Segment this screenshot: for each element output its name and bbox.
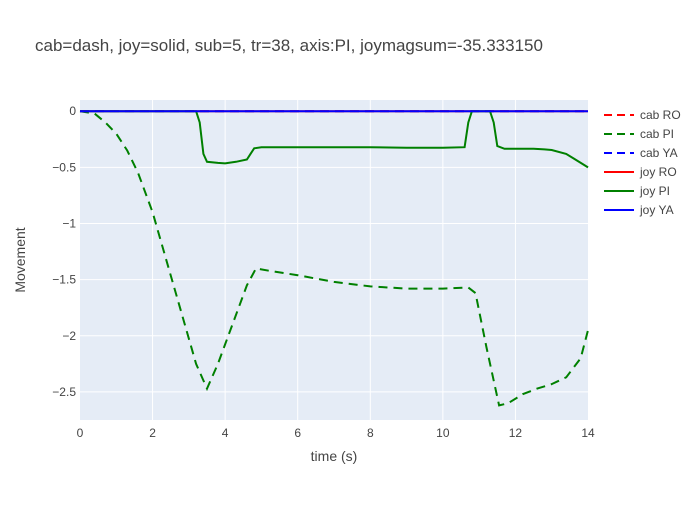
series-line-joy-pi [80,110,589,169]
legend-label: cab PI [640,127,674,141]
x-tick-label: 8 [367,426,374,440]
plot-background [80,100,588,420]
series-line-cab-pi [79,110,589,407]
y-tick-label: −2.5 [52,385,76,399]
chart-title: cab=dash, joy=solid, sub=5, tr=38, axis:… [35,36,543,55]
x-tick-label: 6 [294,426,301,440]
legend-item[interactable]: joy YA [604,203,674,217]
y-tick-label: −0.5 [52,160,76,174]
y-axis-label: Movement [12,227,28,292]
legend-item[interactable]: joy PI [604,184,670,198]
legend-item[interactable]: cab RO [604,108,681,122]
legend-item[interactable]: cab PI [604,127,674,141]
x-axis-label: time (s) [311,448,358,464]
legend-item[interactable]: cab YA [604,146,678,160]
x-tick-label: 12 [509,426,523,440]
legend-label: joy RO [639,165,677,179]
legend-label: joy PI [639,184,670,198]
y-tick-label: −1 [62,217,76,231]
legend-label: joy YA [639,203,674,217]
tick-labels: 0 2 4 6 8 10 12 14 0 −0.5 −1 −1.5 −2 −2.5 [52,104,595,440]
series-lines [79,110,589,407]
legend-label: cab YA [640,146,678,160]
legend: cab RO cab PI cab YA joy RO joy PI joy YA [604,108,681,217]
x-tick-label: 14 [581,426,595,440]
y-tick-label: 0 [69,104,76,118]
legend-label: cab RO [640,108,681,122]
x-tick-label: 2 [149,426,156,440]
y-tick-label: −2 [62,329,76,343]
x-tick-label: 10 [436,426,450,440]
legend-item[interactable]: joy RO [604,165,677,179]
y-tick-label: −1.5 [52,273,76,287]
x-tick-label: 4 [222,426,229,440]
x-tick-label: 0 [77,426,84,440]
